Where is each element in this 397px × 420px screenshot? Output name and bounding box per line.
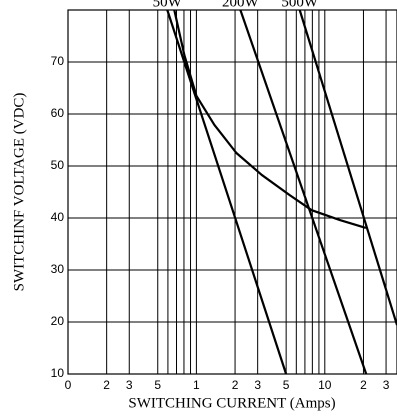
- series-line: [166, 9, 288, 375]
- x-axis-label: SWITCHING CURRENT (Amps): [128, 395, 335, 411]
- x-tick-label: 3: [254, 378, 261, 392]
- y-tick-label: 30: [51, 262, 65, 276]
- x-tick-label: 2: [360, 378, 367, 392]
- series-label: 500W: [281, 0, 319, 10]
- x-tick-label: 3: [126, 378, 133, 392]
- series-line: [173, 9, 367, 229]
- y-tick-label: 60: [51, 106, 65, 120]
- x-tick-label: 2: [232, 378, 239, 392]
- y-tick-label: 20: [51, 314, 65, 328]
- x-tick-label: 3: [383, 378, 390, 392]
- series-label: 50W: [153, 0, 183, 10]
- x-tick-label: 10: [318, 378, 332, 392]
- x-tick-label: 1: [193, 378, 200, 392]
- x-tick-label: 5: [283, 378, 290, 392]
- x-tick-label: 2: [103, 378, 110, 392]
- y-tick-label: 50: [51, 158, 65, 172]
- plot-frame: [67, 9, 397, 375]
- x-tick-label: 5: [154, 378, 161, 392]
- y-axis-label: SWITCHINF VOLTAGE (VDC): [11, 93, 27, 292]
- series-line: [298, 9, 397, 326]
- series-line: [239, 9, 368, 375]
- series-label: 200W: [222, 0, 260, 10]
- y-tick-label: 70: [51, 54, 65, 68]
- y-tick-label: 40: [51, 210, 65, 224]
- y-tick-label: 10: [51, 366, 65, 380]
- x-tick-label: 0: [65, 378, 72, 392]
